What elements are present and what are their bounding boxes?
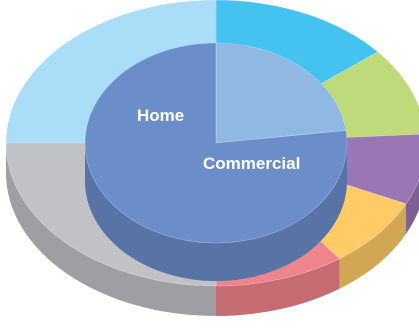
- inner-side-2: [85, 143, 347, 281]
- outer-side-6: [6, 143, 216, 316]
- inner-disc-sides: [85, 143, 347, 281]
- outer-side-5: [216, 258, 340, 316]
- inner-slice-2: [84, 42, 348, 244]
- outer-ring-sides: [6, 143, 419, 316]
- inner-disc-tops: [84, 42, 348, 244]
- slice-label-commercial: Commercial: [203, 154, 300, 173]
- slice-label-home: Home: [137, 106, 184, 125]
- inner-slice-1: [215, 42, 347, 144]
- outer-side-3: [406, 179, 419, 234]
- slice-labels: Home Commercial: [137, 106, 300, 173]
- outer-side-4: [339, 203, 407, 289]
